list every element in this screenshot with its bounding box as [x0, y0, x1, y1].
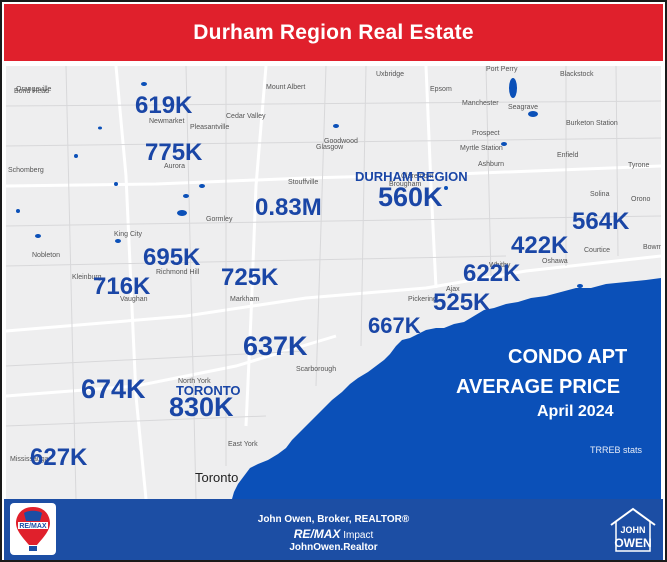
place-label: Prospect: [472, 130, 500, 137]
price-label: 725K: [221, 264, 279, 291]
place-label: Bowmanville: [643, 244, 661, 251]
place-label: East York: [228, 441, 258, 448]
price-label: 622K: [463, 260, 521, 287]
place-label: Myrtle Station: [460, 145, 503, 152]
place-label: Richmond Hill: [156, 269, 200, 276]
owen-logo-first: JOHN: [620, 525, 646, 535]
price-label: 627K: [30, 444, 88, 471]
place-label: Aurora: [164, 163, 186, 170]
place-label: Blackstock: [560, 71, 594, 78]
overlay-line-2: AVERAGE PRICE: [456, 376, 621, 398]
price-label: 619K: [135, 92, 193, 119]
place-label: Nobleton: [32, 252, 61, 259]
place-label: Markham: [230, 296, 260, 303]
place-label: Goodwood: [324, 138, 358, 145]
overlay-line-3: April 2024: [537, 403, 614, 420]
agent-name: John Owen, Broker, REALTOR®: [257, 514, 410, 525]
place-label: Port Perry: [486, 66, 518, 73]
small-lakes: [16, 78, 583, 298]
house-outline-icon: [610, 507, 656, 552]
road-grid: [6, 66, 661, 499]
header-banner: Durham Region Real Estate: [4, 4, 663, 64]
place-label: Newmarket: [149, 118, 185, 125]
footer-banner: RE/MAX John Owen, Broker, REALTOR® RE/MA…: [4, 499, 663, 560]
brokerage-line: RE/MAX Impact: [4, 528, 663, 541]
place-label: Ashburn: [478, 161, 505, 168]
place-label: Pleasantville: [190, 124, 230, 131]
place-label: Courtice: [584, 247, 611, 254]
place-label: Mount Albert: [266, 84, 306, 91]
place-label: Pickering: [408, 296, 437, 303]
lake-ontario: [232, 278, 661, 499]
place-label: King City: [114, 231, 143, 238]
place-label: Cedar Valley: [226, 113, 266, 120]
place-label: Kleinburg: [72, 274, 102, 281]
place-label: Manchester: [462, 100, 499, 107]
place-label: Orono: [631, 196, 651, 203]
price-label: 0.83M: [255, 194, 322, 221]
price-label: 830K: [169, 392, 234, 422]
toronto-place-label: Toronto: [195, 470, 239, 485]
place-label: Claremont: [401, 173, 434, 180]
price-label: 716K: [93, 273, 151, 300]
brokerage-brand: RE/MAX: [293, 527, 341, 541]
toronto-city-label: TORONTO: [176, 383, 241, 398]
place-label: Tyrone: [628, 162, 650, 169]
owen-logo-last: OWEN: [614, 536, 652, 550]
place-label: Vaughan: [120, 296, 148, 303]
region-map: Orangeville Bond Head Newmarket Pleasantvil…: [6, 66, 661, 499]
place-label: Burketon Station: [566, 120, 618, 127]
place-label: Ajax: [446, 286, 460, 293]
place-label: Mississauga: [10, 456, 49, 463]
place-label: Bond Head: [14, 88, 50, 95]
overlay-line-1: CONDO APT: [508, 346, 628, 368]
place-label: Solina: [590, 191, 610, 198]
source-note: TRREB stats: [590, 445, 643, 455]
price-label: 667K: [368, 313, 421, 338]
page-title: Durham Region Real Estate: [193, 20, 474, 44]
place-label: Brougham: [389, 181, 422, 188]
price-label: 637K: [243, 331, 308, 361]
place-label: Enfield: [557, 152, 579, 159]
place-label: Uxbridge: [376, 71, 405, 78]
place-label: Epsom: [430, 86, 452, 93]
place-label: Seagrave: [508, 104, 538, 111]
brokerage-name: Impact: [340, 530, 374, 541]
place-label: Glasgow: [316, 144, 344, 151]
place-label: Whitby: [489, 262, 511, 269]
price-label: 674K: [81, 374, 146, 404]
price-label: 564K: [572, 208, 630, 235]
website-link[interactable]: JohnOwen.Realtor: [289, 542, 378, 553]
place-label: Gormley: [206, 216, 233, 223]
highway-lines: [6, 66, 661, 499]
price-label: 775K: [145, 139, 203, 166]
price-label: 422K: [511, 232, 569, 259]
durham-region-label: DURHAM REGION: [355, 169, 468, 184]
place-label: Oshawa: [542, 258, 568, 265]
john-owen-logo: JOHN OWEN: [607, 503, 659, 555]
remax-logo: RE/MAX: [10, 503, 56, 555]
place-label: Schomberg: [8, 167, 44, 174]
price-label: 695K: [143, 244, 201, 271]
remax-logo-text: RE/MAX: [19, 523, 47, 530]
balloon-icon: [16, 507, 50, 551]
price-label: 525K: [433, 289, 491, 316]
map-base: [6, 66, 661, 499]
place-label: North York: [178, 378, 211, 385]
place-label: Scarborough: [296, 366, 337, 373]
price-label: 560K: [378, 182, 443, 212]
place-label: Stouffville: [288, 179, 319, 186]
place-label: Orangeville: [16, 86, 52, 93]
